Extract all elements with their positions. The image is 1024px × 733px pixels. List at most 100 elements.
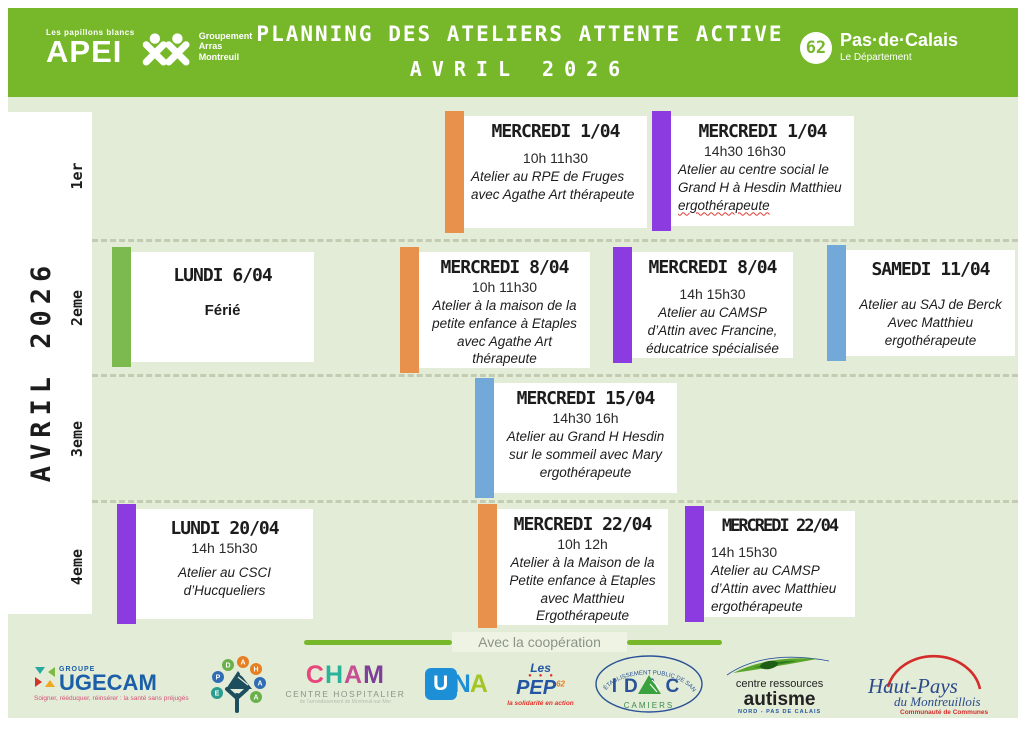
event-accent-bar bbox=[652, 111, 671, 231]
apei-baseline: Les papillons blancs bbox=[46, 27, 135, 37]
event-description: Atelier au CAMSP d’Attin avec Matthieu e… bbox=[711, 563, 837, 614]
event-description: Atelier à la maison de la petite enfance… bbox=[432, 298, 577, 367]
svg-text:A: A bbox=[254, 695, 259, 702]
haut-pays-logo: Haut-Pays du Montreuillois Communauté de… bbox=[854, 653, 992, 715]
week-label-1: 1er bbox=[68, 161, 86, 190]
spellcheck-squiggle-word: ergothérapeute bbox=[678, 197, 770, 213]
una-logo: U N A bbox=[424, 668, 488, 700]
idac-city: CAMIERS bbox=[624, 701, 674, 710]
dept-62-badge: 62 bbox=[799, 32, 832, 64]
svg-text:D: D bbox=[226, 663, 231, 670]
event-card-lundi-6-04: LUNDI 6/04 Férié bbox=[112, 247, 314, 367]
event-card-mercredi-22-04-apresmidi: MERCREDI 22/04 14h 15h30 Atelier au CAMS… bbox=[685, 506, 855, 622]
cham-letter-c: C bbox=[305, 661, 325, 689]
event-accent-bar bbox=[475, 378, 494, 498]
cooperation-label: Avec la coopération bbox=[452, 632, 627, 652]
cham-subtitle2: de l’arrondissement de Montreuil-sur-Mer bbox=[299, 699, 392, 705]
apei-name: APEI bbox=[46, 33, 123, 69]
ugecam-tagline: Soigner, rééduquer, réinsérer : la santé… bbox=[34, 695, 189, 702]
event-accent-bar bbox=[827, 245, 846, 361]
week-label-2: 2eme bbox=[68, 289, 86, 327]
cra-line2: autisme bbox=[743, 689, 816, 710]
cham-logo: CHAM CENTRE HOSPITALIER de l’arrondissem… bbox=[285, 663, 406, 706]
event-description: Atelier à la Maison de la Petite enfance… bbox=[509, 555, 656, 624]
hautpays-line2: du Montreuillois bbox=[894, 694, 981, 709]
cham-name: CHAM bbox=[306, 663, 385, 688]
event-description-text: Atelier au centre social le Grand H à He… bbox=[678, 162, 842, 195]
apei-group-label: Groupement Arras Montreuil bbox=[199, 31, 253, 62]
week-row-1: 1er MERCREDI 1/04 10h 11h30 Atelier au R… bbox=[68, 111, 1018, 242]
idac-logo: ÉTABLISSEMENT PUBLIC DE SANTÉ MENTALE ID… bbox=[593, 654, 705, 714]
footer-partners: Avec la coopération GROUPE UGECAM bbox=[8, 628, 1018, 718]
svg-text:A: A bbox=[258, 681, 263, 688]
event-time: 14h 15h30 bbox=[711, 544, 778, 560]
cooperation-line-left bbox=[304, 639, 453, 645]
event-time: 14h 15h30 bbox=[679, 286, 746, 302]
una-letter-a: A bbox=[469, 669, 488, 698]
cham-letter-a: A bbox=[344, 661, 364, 689]
event-description: Atelier au SAJ de Berck Avec Matthieu er… bbox=[859, 297, 1002, 348]
pep-number: 62 bbox=[556, 679, 565, 689]
event-description: Atelier au Grand H Hesdin sur le sommeil… bbox=[506, 429, 665, 480]
event-description: Atelier au centre social le Grand H à He… bbox=[678, 161, 847, 214]
event-title: MERCREDI 22/04 bbox=[513, 514, 653, 535]
event-title: MERCREDI 8/04 bbox=[440, 257, 570, 278]
event-card-mercredi-1-04-apresmidi: MERCREDI 1/04 14h30 16h30 Atelier au cen… bbox=[652, 111, 854, 231]
event-accent-bar bbox=[685, 506, 704, 622]
event-accent-bar bbox=[112, 247, 131, 367]
dept-subtitle: Le Département bbox=[839, 52, 912, 63]
side-strip bbox=[8, 112, 92, 614]
poster-title: PLANNING DES ATELIERS ATTENTE ACTIVE AVR… bbox=[220, 8, 820, 97]
epdahaa-tree-icon: E P D A H A A bbox=[211, 656, 267, 713]
event-title: MERCREDI 1/04 bbox=[491, 121, 621, 142]
apei-group-line1: Groupement bbox=[198, 30, 253, 41]
cooperation-line-right bbox=[626, 639, 722, 645]
cra-swoosh-icon bbox=[726, 656, 829, 676]
cra-line1: centre ressources bbox=[735, 678, 824, 690]
apei-group-line2: Arras bbox=[198, 41, 223, 52]
event-time: 10h 11h30 bbox=[471, 279, 538, 295]
month-vertical-label: AVRIL 2026 bbox=[26, 259, 57, 483]
week-rows: 1er MERCREDI 1/04 10h 11h30 Atelier au R… bbox=[68, 111, 1018, 630]
hautpays-line3: Communauté de Communes bbox=[900, 709, 989, 715]
event-description: Atelier au CAMSP d’Attin avec Francine, … bbox=[646, 305, 779, 356]
ugecam-name: UGECAM bbox=[59, 670, 157, 696]
event-note: Férié bbox=[204, 302, 241, 319]
dept-name: Pas·de·Calais bbox=[839, 30, 958, 50]
week-row-4: 4eme LUNDI 20/04 14h 15h30 Atelier au CS… bbox=[68, 503, 1018, 630]
event-title: MERCREDI 15/04 bbox=[516, 388, 656, 409]
svg-text:P: P bbox=[216, 675, 221, 682]
poster-title-line1: PLANNING DES ATELIERS ATTENTE ACTIVE bbox=[256, 22, 784, 46]
event-title: LUNDI 20/04 bbox=[170, 518, 279, 539]
event-accent-bar bbox=[613, 247, 632, 363]
event-card-mercredi-15-04: MERCREDI 15/04 14h30 16h Atelier au Gran… bbox=[475, 378, 677, 498]
ugecam-pinwheel-icon bbox=[34, 666, 56, 693]
event-time: 14h 15h30 bbox=[191, 540, 258, 556]
week-row-2: 2eme LUNDI 6/04 Férié MERCREDI 8/04 10h … bbox=[68, 242, 1018, 377]
event-description: Atelier au CSCI d’Hucqueliers bbox=[177, 565, 272, 598]
event-time: 10h 12h bbox=[557, 536, 608, 552]
event-card-samedi-11-04: SAMEDI 11/04 Atelier au SAJ de Berck Ave… bbox=[827, 245, 1015, 361]
pep-les-label: Les bbox=[530, 661, 551, 675]
event-card-mercredi-8-04-apresmidi: MERCREDI 8/04 14h 15h30 Atelier au CAMSP… bbox=[613, 247, 793, 363]
una-u-badge: U bbox=[424, 668, 457, 700]
event-title: MERCREDI 8/04 bbox=[648, 257, 778, 278]
svg-text:A: A bbox=[241, 660, 246, 667]
pep-name: PEP62 bbox=[516, 677, 565, 699]
cham-subtitle: CENTRE HOSPITALIER bbox=[285, 689, 406, 699]
partner-logos-row: GROUPE UGECAM Soigner, rééduquer, réinsé… bbox=[8, 652, 1018, 716]
week-label-4: 4eme bbox=[68, 548, 86, 585]
cra-line3: NORD - PAS DE CALAIS bbox=[738, 709, 822, 715]
svg-text:E: E bbox=[215, 691, 220, 698]
pep-red-dots: ●●● bbox=[528, 673, 560, 679]
event-title: SAMEDI 11/04 bbox=[871, 259, 990, 280]
pep62-logo: Les ●●● PEP62 la solidarité en action bbox=[507, 661, 573, 707]
event-accent-bar bbox=[400, 247, 419, 373]
calendar-board: AVRIL 2026 1er MERCREDI 1/04 10h 11h30 A… bbox=[8, 97, 1018, 630]
event-card-mercredi-1-04-matin: MERCREDI 1/04 10h 11h30 Atelier au RPE d… bbox=[445, 111, 647, 233]
ugecam-logo: GROUPE UGECAM Soigner, rééduquer, réinsé… bbox=[34, 666, 189, 702]
event-accent-bar bbox=[445, 111, 464, 233]
ugecam-group-label: GROUPE bbox=[59, 666, 96, 674]
apei-people-icon bbox=[141, 32, 193, 71]
cham-letter-h: H bbox=[324, 661, 345, 689]
